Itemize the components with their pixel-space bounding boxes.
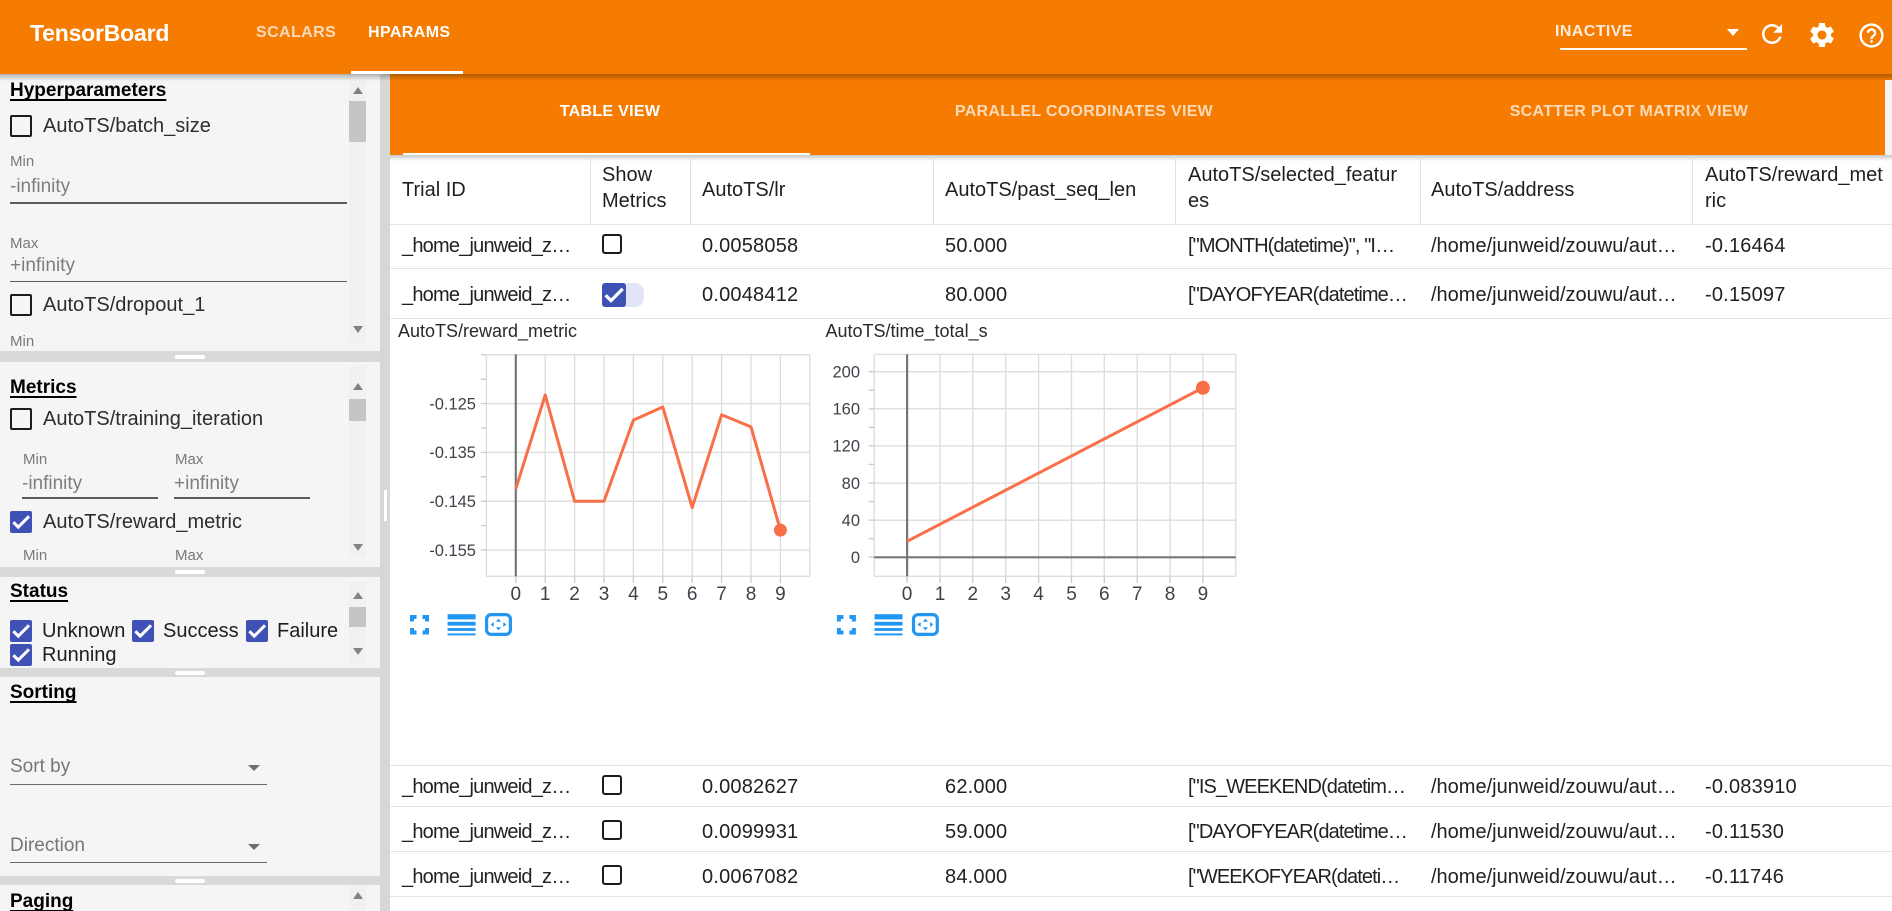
svg-text:5: 5: [658, 584, 669, 605]
svg-text:80: 80: [842, 475, 860, 493]
svg-text:6: 6: [1099, 584, 1110, 605]
svg-text:1: 1: [540, 584, 551, 605]
svg-text:-0.125: -0.125: [429, 395, 476, 413]
svg-text:9: 9: [1198, 584, 1209, 605]
svg-text:40: 40: [842, 512, 860, 530]
svg-text:7: 7: [716, 584, 727, 605]
svg-text:2: 2: [968, 584, 979, 605]
svg-text:5: 5: [1066, 584, 1077, 605]
svg-text:9: 9: [775, 584, 786, 605]
svg-text:1: 1: [935, 584, 946, 605]
svg-text:-0.145: -0.145: [429, 493, 476, 511]
svg-text:0: 0: [902, 584, 913, 605]
svg-text:4: 4: [628, 584, 639, 605]
svg-text:160: 160: [832, 401, 860, 419]
svg-text:8: 8: [1165, 584, 1176, 605]
svg-text:2: 2: [569, 584, 580, 605]
svg-text:-0.135: -0.135: [429, 444, 476, 462]
svg-text:3: 3: [1000, 584, 1011, 605]
svg-text:6: 6: [687, 584, 698, 605]
svg-text:8: 8: [746, 584, 757, 605]
svg-text:3: 3: [599, 584, 610, 605]
svg-text:200: 200: [832, 364, 860, 382]
svg-text:0: 0: [851, 549, 860, 567]
svg-text:AutoTS/reward_metric: AutoTS/reward_metric: [398, 321, 577, 342]
svg-text:120: 120: [832, 438, 860, 456]
svg-text:AutoTS/time_total_s: AutoTS/time_total_s: [826, 321, 988, 342]
svg-text:4: 4: [1033, 584, 1044, 605]
svg-text:-0.155: -0.155: [429, 542, 476, 560]
svg-text:0: 0: [511, 584, 522, 605]
svg-text:7: 7: [1132, 584, 1143, 605]
